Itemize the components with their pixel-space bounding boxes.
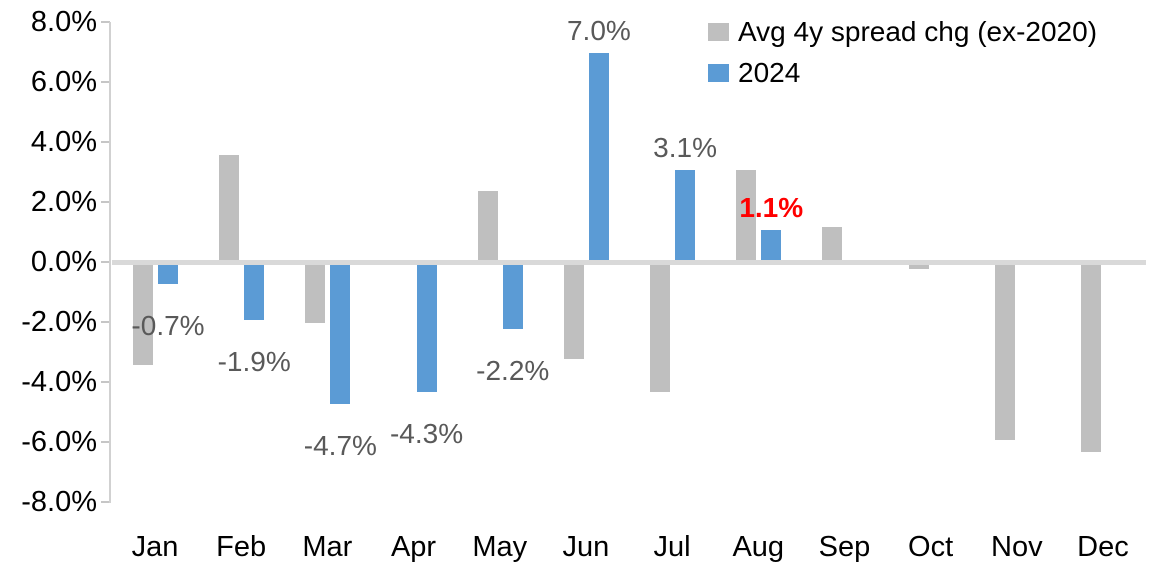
- x-axis-label-apr: Apr: [390, 531, 437, 563]
- y-axis-tick: [101, 81, 110, 83]
- y-axis-tick-label: -2.0%: [21, 306, 97, 338]
- data-label-apr: -4.3%: [389, 418, 464, 449]
- x-axis-label-sep: Sep: [818, 531, 871, 563]
- bar-jun-avg: [563, 263, 584, 359]
- bar-nov-avg: [994, 263, 1015, 440]
- x-axis-label-nov: Nov: [991, 531, 1043, 563]
- x-axis-label-mar: Mar: [302, 531, 353, 563]
- bar-sep-avg: [822, 227, 843, 263]
- x-axis-label-jun: Jun: [562, 531, 610, 563]
- legend-swatch-gray: [708, 22, 729, 41]
- y-axis-tick: [101, 201, 110, 203]
- x-axis-label-jan: Jan: [131, 531, 179, 563]
- x-axis-label-jul: Jul: [653, 531, 691, 563]
- y-axis-tick: [101, 321, 110, 323]
- y-axis-tick-label: -6.0%: [21, 426, 97, 458]
- y-axis-line: [109, 22, 111, 503]
- bar-jan-2024: [158, 263, 178, 284]
- y-axis-tick-label: 6.0%: [30, 66, 97, 98]
- y-axis-tick: [101, 21, 110, 23]
- x-axis-label-feb: Feb: [216, 531, 267, 563]
- bar-dec-avg: [1080, 263, 1101, 452]
- bar-jun-2024: [588, 53, 609, 263]
- legend-item-avg-4y-spread: Avg 4y spread chg (ex-2020): [708, 12, 1097, 51]
- y-axis-tick: [101, 441, 110, 443]
- y-axis-tick-label: -4.0%: [21, 366, 97, 398]
- bar-aug-avg: [736, 170, 757, 263]
- bar-feb-2024: [244, 263, 265, 320]
- y-axis-tick-label: 2.0%: [30, 186, 97, 218]
- y-axis-tick: [101, 141, 110, 143]
- y-axis-tick-label: 4.0%: [30, 126, 97, 158]
- x-axis-label-aug: Aug: [732, 531, 785, 563]
- x-axis-label-oct: Oct: [908, 531, 954, 563]
- legend: Avg 4y spread chg (ex-2020) 2024: [708, 12, 1097, 92]
- bar-aug-2024: [761, 230, 782, 263]
- x-axis-zero-line: [112, 260, 1146, 265]
- bar-feb-avg: [219, 155, 240, 263]
- data-label-jun: 7.0%: [566, 15, 631, 46]
- y-axis-tick: [101, 501, 110, 503]
- bar-jul-avg: [650, 263, 671, 392]
- y-axis-tick-label: 8.0%: [30, 6, 97, 38]
- bar-jan-avg: [133, 263, 153, 365]
- data-label-mar: -4.7%: [303, 430, 377, 461]
- bar-jul-2024: [675, 170, 696, 263]
- y-axis-tick-label: -8.0%: [21, 486, 97, 518]
- data-label-may: -2.2%: [476, 355, 550, 386]
- x-axis-label-may: May: [472, 531, 528, 563]
- bar-oct-avg: [908, 263, 929, 269]
- legend-label-avg-4y-spread: Avg 4y spread chg (ex-2020): [738, 15, 1098, 47]
- bar-mar-avg: [305, 263, 326, 323]
- legend-item-2024: 2024: [708, 53, 1097, 92]
- y-axis-tick-label: 0.0%: [30, 246, 97, 278]
- data-label-jul: 3.1%: [653, 132, 717, 163]
- legend-label-2024: 2024: [738, 56, 801, 88]
- y-axis-tick: [101, 381, 110, 383]
- data-label-jan: -0.7%: [131, 310, 205, 341]
- x-axis-label-dec: Dec: [1077, 531, 1129, 563]
- data-label-aug: 1.1%: [739, 192, 804, 223]
- legend-swatch-blue: [708, 63, 729, 82]
- y-axis-tick: [101, 261, 110, 263]
- bar-apr-2024: [416, 263, 437, 392]
- data-label-feb: -1.9%: [217, 346, 291, 377]
- bar-may-avg: [477, 191, 498, 263]
- bar-may-2024: [502, 263, 523, 329]
- bar-mar-2024: [330, 263, 351, 404]
